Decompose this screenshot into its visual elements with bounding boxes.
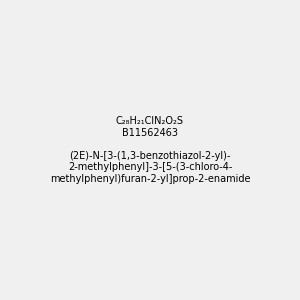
Text: C₂₈H₂₁ClN₂O₂S
B11562463

(2E)-N-[3-(1,3-benzothiazol-2-yl)-
2-methylphenyl]-3-[5: C₂₈H₂₁ClN₂O₂S B11562463 (2E)-N-[3-(1,3-b… — [50, 116, 250, 184]
